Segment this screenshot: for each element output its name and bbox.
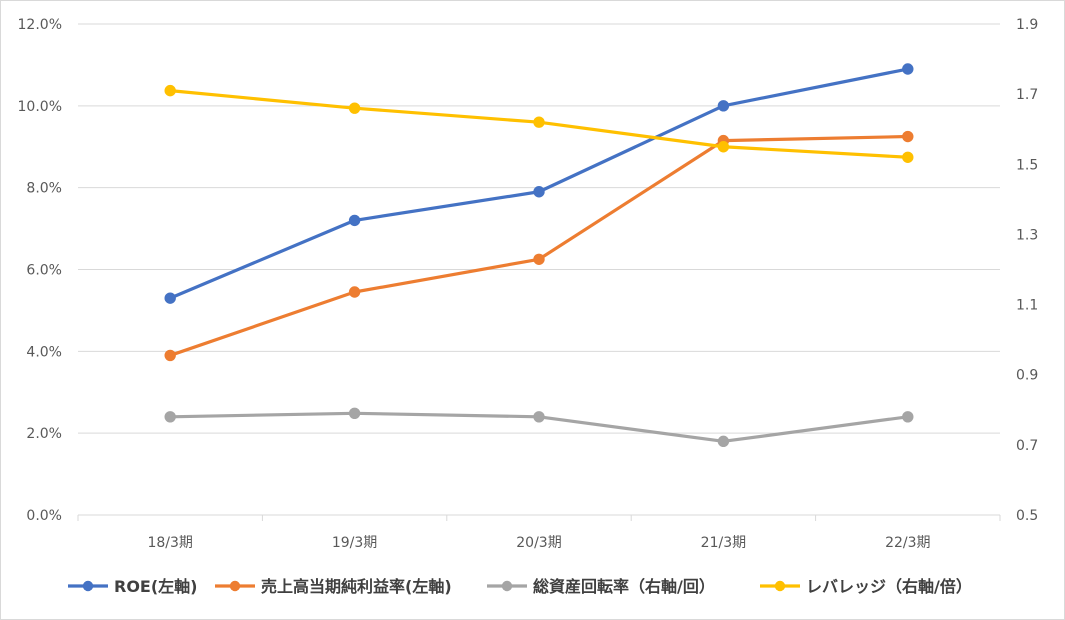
- y-right-tick-label: 1.9: [1016, 17, 1038, 33]
- y-right-tick-label: 0.9: [1016, 368, 1038, 384]
- data-point: [717, 435, 730, 448]
- data-point: [902, 130, 914, 143]
- data-point: [717, 100, 730, 112]
- y-right-tick-label: 1.1: [1016, 298, 1038, 314]
- data-point: [348, 102, 361, 114]
- y-left-tick-label: 0.0%: [26, 508, 62, 524]
- data-point: [533, 186, 545, 198]
- legend-label: 売上高当期純利益率(左軸): [261, 577, 452, 596]
- y-right-tick-label: 1.5: [1016, 157, 1038, 173]
- x-tick-label: 21/3期: [701, 535, 746, 551]
- data-point: [533, 253, 545, 265]
- data-point: [533, 116, 545, 128]
- data-point: [902, 411, 914, 423]
- series-lines: [164, 63, 914, 448]
- legend-swatch-marker: [501, 580, 513, 592]
- y-right-tick-label: 1.3: [1016, 227, 1038, 243]
- x-tick-label: 22/3期: [885, 535, 930, 551]
- data-point: [533, 411, 545, 423]
- y-right-tick-label: 0.5: [1016, 508, 1038, 524]
- y-left-tick-label: 10.0%: [18, 99, 62, 115]
- y-left-tick-label: 8.0%: [26, 181, 62, 197]
- x-tick-label: 20/3期: [516, 535, 561, 551]
- legend-swatch-marker: [774, 580, 786, 592]
- data-point: [348, 407, 361, 419]
- legend-swatch-marker: [229, 580, 241, 592]
- data-point: [164, 292, 176, 304]
- data-point: [164, 411, 176, 423]
- data-point: [164, 349, 176, 362]
- data-point: [164, 84, 176, 97]
- data-point: [902, 151, 914, 163]
- axes: 0.0% 2.0% 4.0% 6.0% 8.0% 10.0% 12.0% 0.5 0.7 0.9 1…: [18, 17, 1039, 551]
- x-tick-label: 19/3期: [332, 535, 377, 551]
- y-left-tick-label: 12.0%: [18, 17, 62, 33]
- y-right-tick-label: 1.7: [1016, 87, 1038, 103]
- y-left-tick-label: 6.0%: [26, 263, 62, 279]
- legend-label: レバレッジ（右軸/倍）: [806, 577, 972, 596]
- data-point: [348, 214, 361, 227]
- data-point: [717, 141, 730, 153]
- y-left-tick-label: 4.0%: [26, 344, 62, 360]
- legend-label: 総資産回転率（右軸/回）: [533, 577, 715, 596]
- y-right-tick-label: 0.7: [1016, 438, 1038, 454]
- legend-swatch-marker: [82, 580, 94, 592]
- x-tick-label: 18/3期: [147, 535, 192, 551]
- data-point: [902, 63, 914, 75]
- data-point: [348, 286, 361, 298]
- legend: ROE(左軸) 売上高当期純利益率(左軸) 総資産回転率（右軸/回） レバレッジ（右軸…: [68, 577, 972, 596]
- legend-label: ROE(左軸): [114, 577, 197, 596]
- y-left-tick-label: 2.0%: [26, 426, 62, 442]
